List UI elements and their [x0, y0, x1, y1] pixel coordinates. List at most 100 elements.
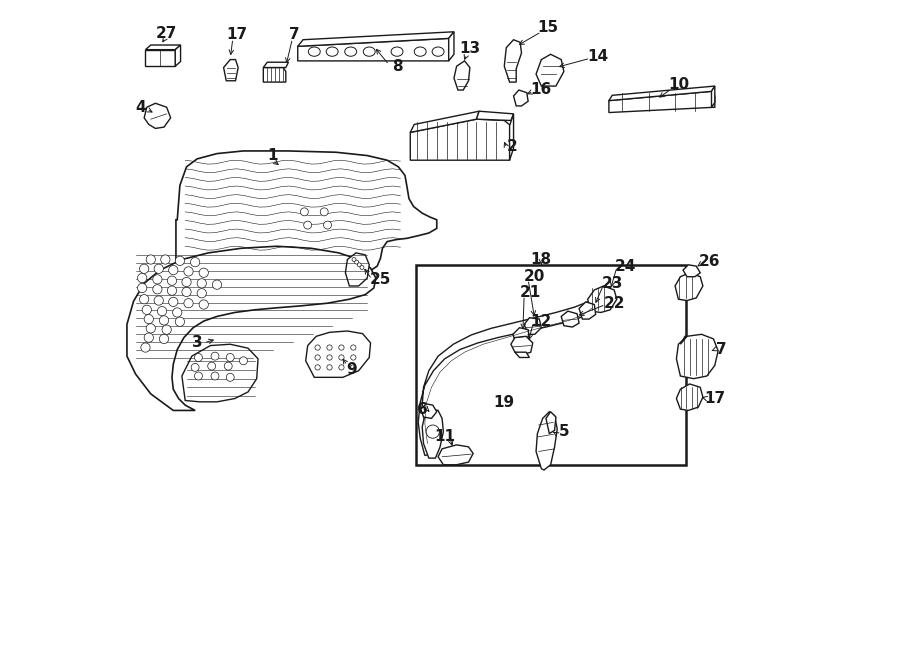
Polygon shape — [515, 352, 529, 357]
Circle shape — [138, 283, 147, 293]
Text: 1: 1 — [267, 148, 278, 163]
Ellipse shape — [345, 47, 356, 56]
Text: 20: 20 — [524, 269, 545, 284]
Polygon shape — [524, 318, 542, 334]
Ellipse shape — [309, 47, 320, 56]
Circle shape — [197, 279, 206, 288]
Circle shape — [168, 265, 178, 275]
Circle shape — [159, 334, 168, 344]
Circle shape — [194, 354, 202, 361]
Circle shape — [184, 267, 194, 276]
Text: 17: 17 — [226, 27, 248, 42]
Ellipse shape — [414, 47, 427, 56]
Polygon shape — [683, 265, 700, 277]
Text: 16: 16 — [531, 82, 552, 97]
Text: 3: 3 — [192, 336, 202, 350]
Text: 4: 4 — [135, 100, 146, 115]
Polygon shape — [546, 412, 556, 434]
Circle shape — [226, 373, 234, 381]
Polygon shape — [144, 103, 171, 128]
Circle shape — [176, 256, 184, 265]
Circle shape — [303, 221, 311, 229]
Circle shape — [315, 365, 320, 370]
Text: 8: 8 — [392, 59, 402, 73]
Circle shape — [224, 362, 232, 370]
Circle shape — [351, 355, 356, 360]
Ellipse shape — [432, 47, 444, 56]
Text: 9: 9 — [346, 362, 357, 377]
Circle shape — [301, 208, 309, 216]
Circle shape — [320, 208, 328, 216]
Circle shape — [162, 325, 171, 334]
Circle shape — [199, 300, 209, 309]
Circle shape — [327, 365, 332, 370]
Polygon shape — [146, 50, 176, 66]
Circle shape — [153, 285, 162, 294]
Polygon shape — [264, 62, 289, 68]
Circle shape — [211, 352, 219, 360]
Circle shape — [184, 299, 194, 308]
Polygon shape — [609, 91, 715, 113]
Polygon shape — [306, 331, 371, 377]
Text: 24: 24 — [615, 259, 636, 273]
Polygon shape — [511, 336, 533, 355]
Text: 10: 10 — [668, 77, 689, 92]
Circle shape — [357, 263, 361, 267]
Circle shape — [338, 355, 344, 360]
Polygon shape — [588, 286, 617, 312]
Circle shape — [182, 287, 191, 297]
Text: 12: 12 — [531, 314, 552, 328]
Polygon shape — [536, 54, 564, 86]
Polygon shape — [410, 111, 479, 132]
Polygon shape — [677, 334, 718, 379]
Text: 13: 13 — [459, 42, 481, 56]
Circle shape — [153, 275, 162, 284]
Ellipse shape — [364, 47, 375, 56]
Polygon shape — [509, 114, 514, 160]
Circle shape — [167, 286, 176, 295]
Circle shape — [208, 362, 216, 370]
Circle shape — [226, 354, 234, 361]
Polygon shape — [422, 409, 444, 458]
Polygon shape — [418, 299, 601, 455]
Text: 2: 2 — [507, 140, 517, 154]
Polygon shape — [476, 111, 514, 120]
Circle shape — [138, 273, 147, 283]
Text: 15: 15 — [537, 21, 559, 35]
Circle shape — [173, 308, 182, 317]
Polygon shape — [127, 246, 376, 410]
Ellipse shape — [392, 47, 403, 56]
Circle shape — [142, 305, 151, 314]
Polygon shape — [712, 86, 715, 107]
Ellipse shape — [326, 47, 338, 56]
Polygon shape — [146, 45, 181, 50]
Text: 26: 26 — [698, 254, 720, 269]
Circle shape — [140, 343, 150, 352]
Polygon shape — [223, 60, 238, 81]
Polygon shape — [677, 384, 703, 410]
Circle shape — [352, 258, 356, 261]
Circle shape — [338, 345, 344, 350]
Circle shape — [140, 295, 148, 304]
Circle shape — [338, 365, 344, 370]
Circle shape — [144, 333, 153, 342]
Polygon shape — [176, 151, 436, 338]
Text: 21: 21 — [520, 285, 542, 300]
Circle shape — [168, 297, 178, 307]
Circle shape — [427, 425, 439, 438]
Polygon shape — [514, 90, 528, 106]
Text: 7: 7 — [289, 27, 300, 42]
Polygon shape — [449, 32, 454, 61]
Polygon shape — [454, 61, 470, 90]
Polygon shape — [513, 328, 529, 344]
Polygon shape — [264, 68, 286, 82]
Circle shape — [140, 264, 148, 273]
Circle shape — [191, 363, 199, 371]
Circle shape — [360, 265, 364, 269]
Text: 22: 22 — [603, 296, 625, 310]
Polygon shape — [680, 336, 687, 344]
Text: 6: 6 — [417, 402, 428, 416]
Circle shape — [154, 264, 164, 273]
Bar — [416, 265, 686, 465]
Polygon shape — [176, 45, 181, 66]
